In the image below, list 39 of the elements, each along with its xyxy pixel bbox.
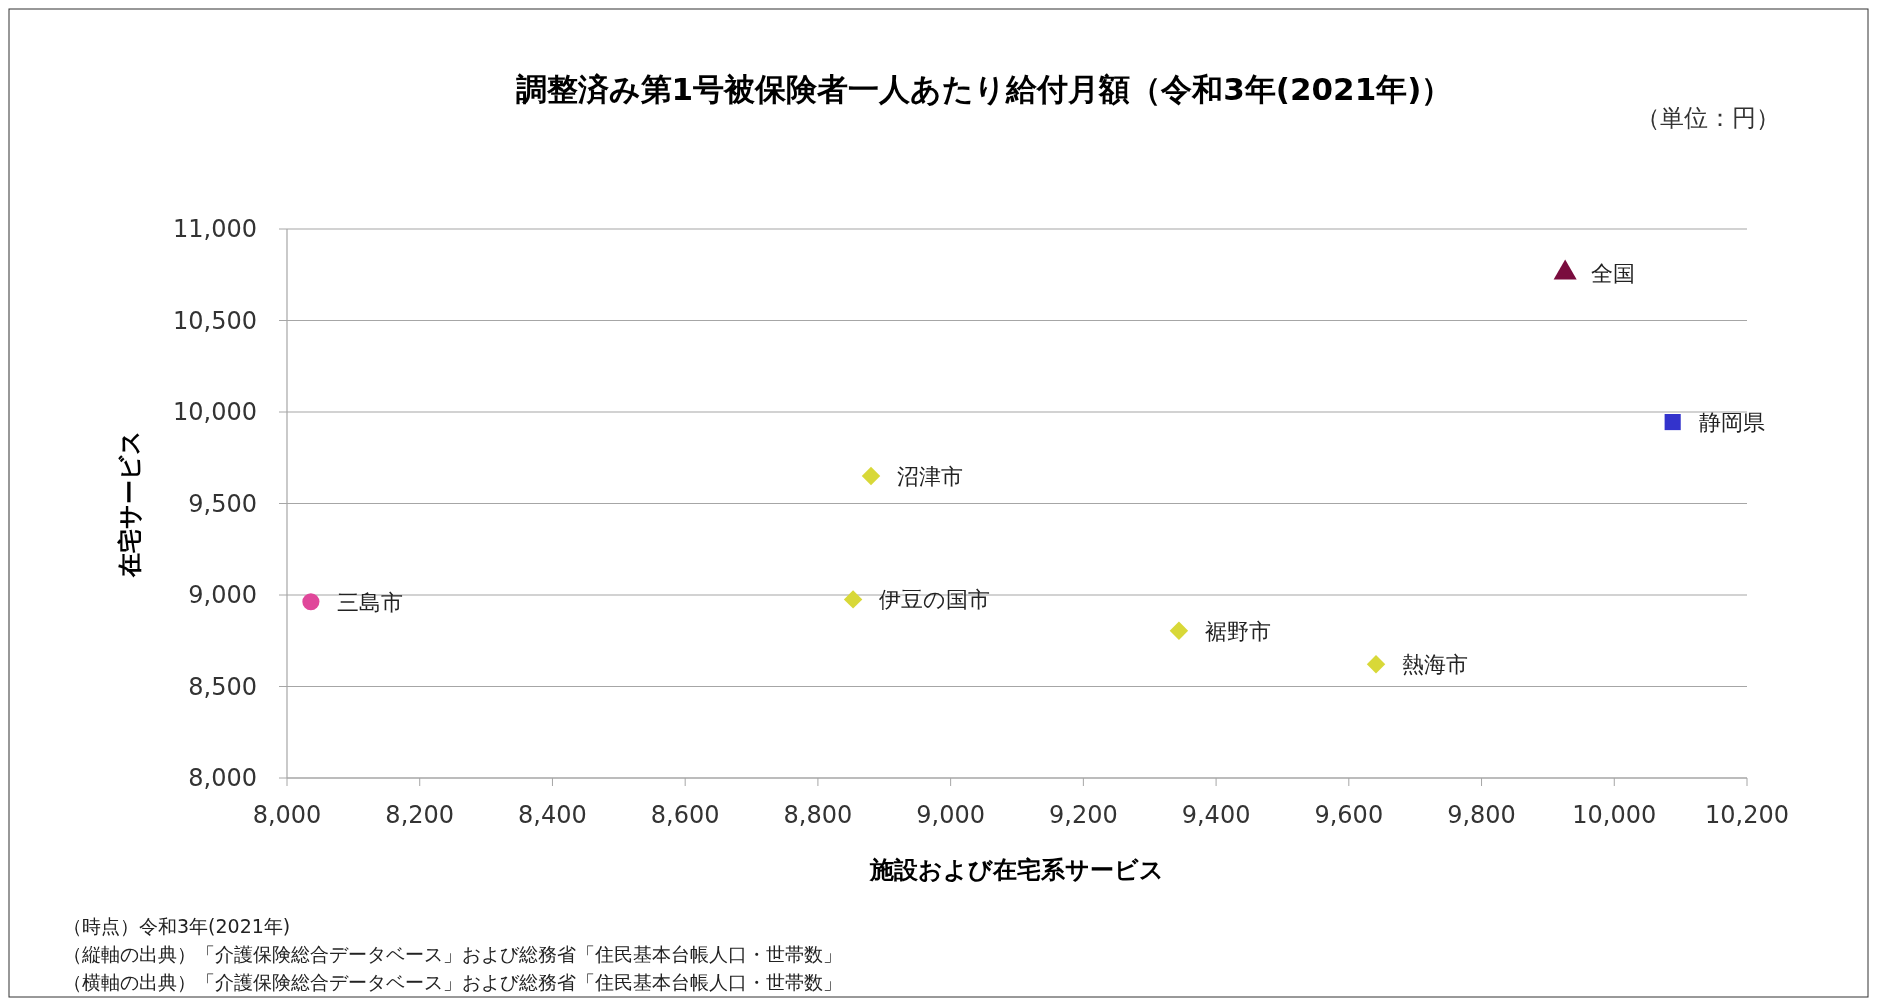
x-axis-title: 施設および在宅系サービス [869,856,1164,884]
y-tick-label: 9,000 [188,581,257,609]
series-label: 熱海市 [1402,652,1469,678]
y-tick-label: 9,500 [188,489,257,518]
x-tick-label: 8,200 [385,801,455,829]
text: （横軸の出典）「介護保険総合データベース」および総務省「住民基本台帳人口・世帯数」 [63,971,842,993]
point [1664,414,1681,431]
x-tick-label: 9,200 [1049,801,1118,829]
x-tick-label: 8,400 [518,801,587,829]
x-tick-label: 9,800 [1447,801,1516,829]
series-label: 三島市 [336,589,403,615]
point [861,466,881,486]
text: （単位：円） [1636,104,1780,132]
x-tick-label: 8,600 [650,801,720,829]
x-tick-label: 9,400 [1181,801,1251,829]
series-label: 伊豆の国市 [879,587,991,613]
y-axis-title: 在宅サービス [116,430,144,578]
point [1366,654,1386,674]
x-tick-label: 8,000 [252,801,322,829]
point [302,593,320,611]
y-tick-label: 10,000 [173,398,257,426]
text: （縦軸の出典）「介護保険総合データベース」および総務省「住民基本台帳人口・世帯数」 [63,943,842,965]
x-tick-label: 9,600 [1314,801,1384,829]
text: （時点）令和3年(2021年) [63,915,291,937]
y-tick-label: 8,000 [188,764,257,792]
y-tick-label: 10,500 [173,306,257,335]
series-label: 沼津市 [897,464,963,490]
series-label: 静岡県 [1698,410,1765,436]
x-tick-label: 10,200 [1705,801,1789,829]
series-label: 裾野市 [1204,618,1271,644]
point [1169,621,1189,640]
x-tick-label: 9,000 [916,801,985,829]
y-tick-label: 11,000 [173,215,257,243]
series-label: 全国 [1591,260,1636,286]
x-tick-label: 8,800 [783,801,853,829]
chart-title: 調整済み第1号被保険者一人あたり給付月額（令和3年(2021年)） [515,71,1453,107]
x-tick-label: 10,000 [1572,801,1657,829]
y-tick-label: 8,500 [188,672,257,701]
point [843,590,863,609]
